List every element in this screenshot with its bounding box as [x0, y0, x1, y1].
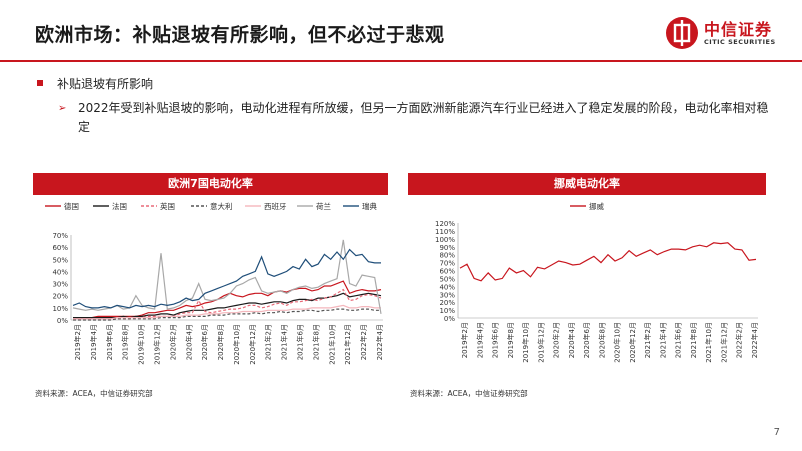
- x-tick-label: 2020年2月: [552, 322, 561, 358]
- x-tick-label: 2020年10月: [232, 324, 241, 365]
- x-tick-label: 2022年2月: [735, 322, 744, 358]
- x-tick-label: 2019年10月: [137, 324, 146, 365]
- legend-label-荷兰: 荷兰: [316, 201, 331, 211]
- page-title: 欧洲市场：补贴退坡有所影响，但不必过于悲观: [35, 24, 445, 46]
- legend-label-瑞典: 瑞典: [362, 201, 377, 211]
- citic-logo-icon: [666, 17, 698, 49]
- y-tick-label: 30%: [439, 291, 455, 299]
- x-tick-label: 2020年8月: [597, 322, 606, 358]
- series-line-西班牙: [73, 304, 381, 320]
- y-tick-label: 50%: [439, 275, 455, 283]
- bullet-square-icon: [37, 79, 43, 86]
- legend-label-英国: 英国: [160, 201, 175, 211]
- x-tick-label: 2021年4月: [280, 324, 289, 360]
- x-tick-label: 2020年12月: [628, 322, 637, 363]
- logo-text-cn: 中信证券: [704, 20, 773, 39]
- right-chart-header: 挪威电动化率: [408, 173, 766, 195]
- y-tick-label: 0%: [444, 315, 455, 323]
- y-tick-label: 70%: [439, 260, 455, 268]
- y-tick-label: 10%: [52, 305, 68, 313]
- y-tick-label: 30%: [52, 281, 68, 289]
- bullet-level2-text: 2022年受到补贴退坡的影响，电动化进程有所放缓，但另一方面欧洲新能源汽车行业已…: [78, 101, 769, 134]
- bullet-level1-text: 补贴退坡有所影响: [57, 77, 154, 91]
- x-tick-label: 2020年2月: [168, 324, 177, 360]
- x-tick-label: 2021年8月: [311, 324, 320, 360]
- x-tick-label: 2021年2月: [264, 324, 273, 360]
- x-tick-label: 2021年2月: [643, 322, 652, 358]
- y-tick-label: 120%: [435, 220, 455, 228]
- right-chart-source: 资料来源：ACEA，中信证券研究部: [410, 389, 528, 398]
- title-bar: 欧洲市场：补贴退坡有所影响，但不必过于悲观 中信证券 CITIC SECURIT…: [0, 0, 802, 62]
- x-tick-label: 2021年8月: [689, 322, 698, 358]
- x-tick-label: 2021年4月: [658, 322, 667, 358]
- x-tick-label: 2021年12月: [719, 322, 728, 363]
- x-tick-label: 2019年2月: [73, 324, 82, 360]
- x-tick-label: 2020年6月: [582, 322, 591, 358]
- left-chart-header: 欧洲7国电动化率: [33, 173, 388, 195]
- legend-label-意大利: 意大利: [210, 201, 233, 211]
- y-tick-label: 100%: [435, 236, 455, 244]
- y-tick-label: 110%: [435, 228, 455, 236]
- series-line-荷兰: [72, 239, 382, 315]
- logo-text-en: CITIC SECURITIES: [704, 38, 776, 46]
- y-tick-label: 20%: [439, 299, 455, 307]
- bullet-level2: ➢ 2022年受到补贴退坡的影响，电动化进程有所放缓，但另一方面欧洲新能源汽车行…: [58, 99, 773, 137]
- y-tick-label: 90%: [439, 244, 455, 252]
- x-tick-label: 2020年4月: [184, 324, 193, 360]
- y-tick-label: 70%: [52, 232, 68, 240]
- x-tick-label: 2019年12月: [152, 324, 161, 365]
- x-tick-label: 2019年8月: [506, 322, 515, 358]
- x-tick-label: 2022年4月: [375, 324, 384, 360]
- bullet-level1: 补贴退坡有所影响: [37, 75, 153, 92]
- left-chart: 0% 10% 20% 30% 40% 50% 60% 70% 2019年2月 2019年4月 201…: [45, 201, 384, 365]
- page-number: 7: [773, 427, 780, 438]
- y-tick-label: 20%: [52, 293, 68, 301]
- series-line-挪威: [459, 242, 757, 282]
- right-chart: 0%10%20%30%40%50%60%70%80%90%100%110%120…: [435, 201, 759, 363]
- x-tick-label: 2021年10月: [327, 324, 336, 365]
- x-tick-label: 2019年6月: [491, 322, 500, 358]
- y-tick-label: 80%: [439, 252, 455, 260]
- y-tick-label: 60%: [52, 244, 68, 252]
- y-tick-label: 50%: [52, 256, 68, 264]
- y-tick-label: 10%: [439, 307, 455, 315]
- series-line-瑞典: [72, 248, 381, 309]
- x-tick-label: 2019年4月: [89, 324, 98, 360]
- x-tick-label: 2020年10月: [613, 322, 622, 363]
- x-tick-label: 2019年12月: [536, 322, 545, 363]
- x-tick-label: 2019年4月: [475, 322, 484, 358]
- y-tick-label: 0%: [57, 317, 68, 325]
- x-tick-label: 2021年6月: [674, 322, 683, 358]
- x-tick-label: 2021年6月: [296, 324, 305, 360]
- y-tick-label: 40%: [52, 268, 68, 276]
- legend-label-挪威: 挪威: [589, 201, 604, 211]
- left-chart-source: 资料来源：ACEA，中信证券研究部: [35, 389, 153, 398]
- x-tick-label: 2022年4月: [750, 322, 759, 358]
- x-tick-label: 2020年8月: [216, 324, 225, 360]
- x-tick-label: 2021年10月: [704, 322, 713, 363]
- legend-label-法国: 法国: [112, 201, 127, 211]
- legend-label-德国: 德国: [64, 201, 79, 211]
- arrow-bullet-icon: ➢: [58, 103, 67, 114]
- x-tick-label: 2020年6月: [200, 324, 209, 360]
- x-tick-label: 2021年12月: [343, 324, 352, 365]
- x-tick-label: 2020年12月: [248, 324, 257, 365]
- x-tick-label: 2022年2月: [359, 324, 368, 360]
- y-tick-label: 60%: [439, 268, 455, 276]
- x-tick-label: 2019年6月: [105, 324, 114, 360]
- y-tick-label: 40%: [439, 283, 455, 291]
- series-line-意大利: [73, 308, 381, 321]
- title-divider: [0, 60, 802, 62]
- legend-label-西班牙: 西班牙: [264, 201, 287, 211]
- x-tick-label: 2020年4月: [567, 322, 576, 358]
- x-tick-label: 2019年2月: [460, 322, 469, 358]
- x-tick-label: 2019年8月: [121, 324, 130, 360]
- x-tick-label: 2019年10月: [521, 322, 530, 363]
